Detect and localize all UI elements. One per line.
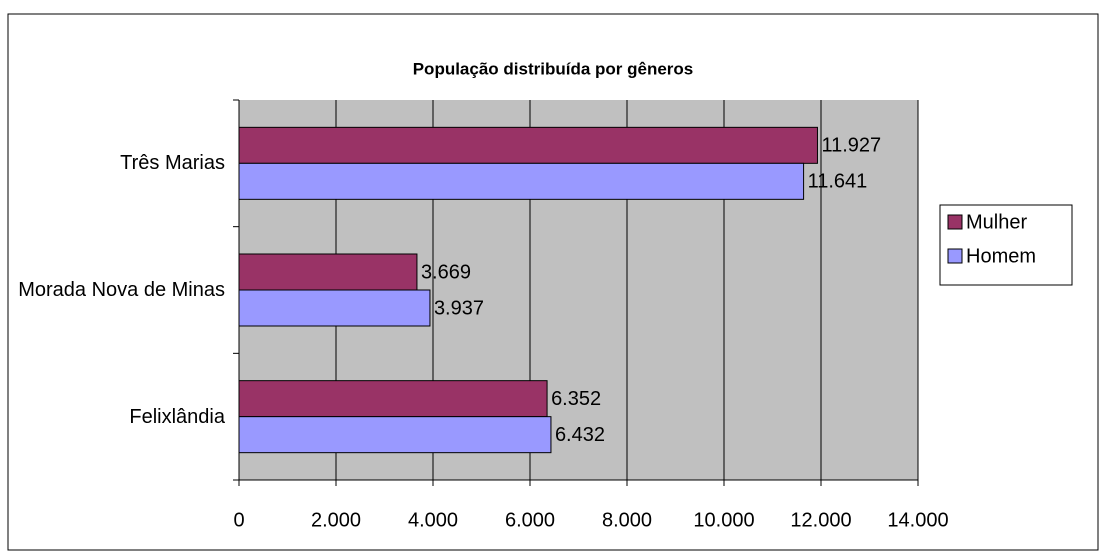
y-tick-label: Três Marias	[120, 152, 225, 175]
y-tick-label: Morada Nova de Minas	[18, 279, 225, 301]
x-tick-label: 12.000	[790, 509, 851, 531]
x-tick-label: 14.000	[887, 509, 948, 531]
chart-title: População distribuída por gêneros	[413, 59, 694, 78]
data-label: 11.927	[821, 135, 881, 157]
data-label: 6.352	[551, 388, 601, 410]
bar	[238, 253, 418, 291]
data-label: 3.669	[421, 261, 471, 283]
legend-label: Mulher	[966, 211, 1027, 233]
legend-swatch	[947, 214, 963, 230]
bar	[238, 162, 805, 200]
x-tick-label: 4.000	[408, 509, 458, 531]
x-tick-label: 6.000	[505, 509, 555, 531]
data-label: 11.641	[808, 171, 868, 193]
x-tick-label: 2.000	[311, 509, 361, 531]
y-tick-label: Felixlândia	[129, 405, 225, 428]
bar	[238, 289, 431, 327]
bar	[238, 416, 552, 454]
x-tick-label: 10.000	[693, 509, 754, 531]
data-label: 3.937	[434, 297, 484, 319]
legend-swatch	[947, 248, 963, 264]
data-label: 6.432	[555, 424, 605, 446]
bar	[238, 380, 548, 418]
x-tick-label: 0	[233, 509, 244, 531]
legend-label: Homem	[966, 245, 1036, 267]
bar	[238, 126, 818, 164]
x-tick-label: 8.000	[602, 509, 652, 531]
